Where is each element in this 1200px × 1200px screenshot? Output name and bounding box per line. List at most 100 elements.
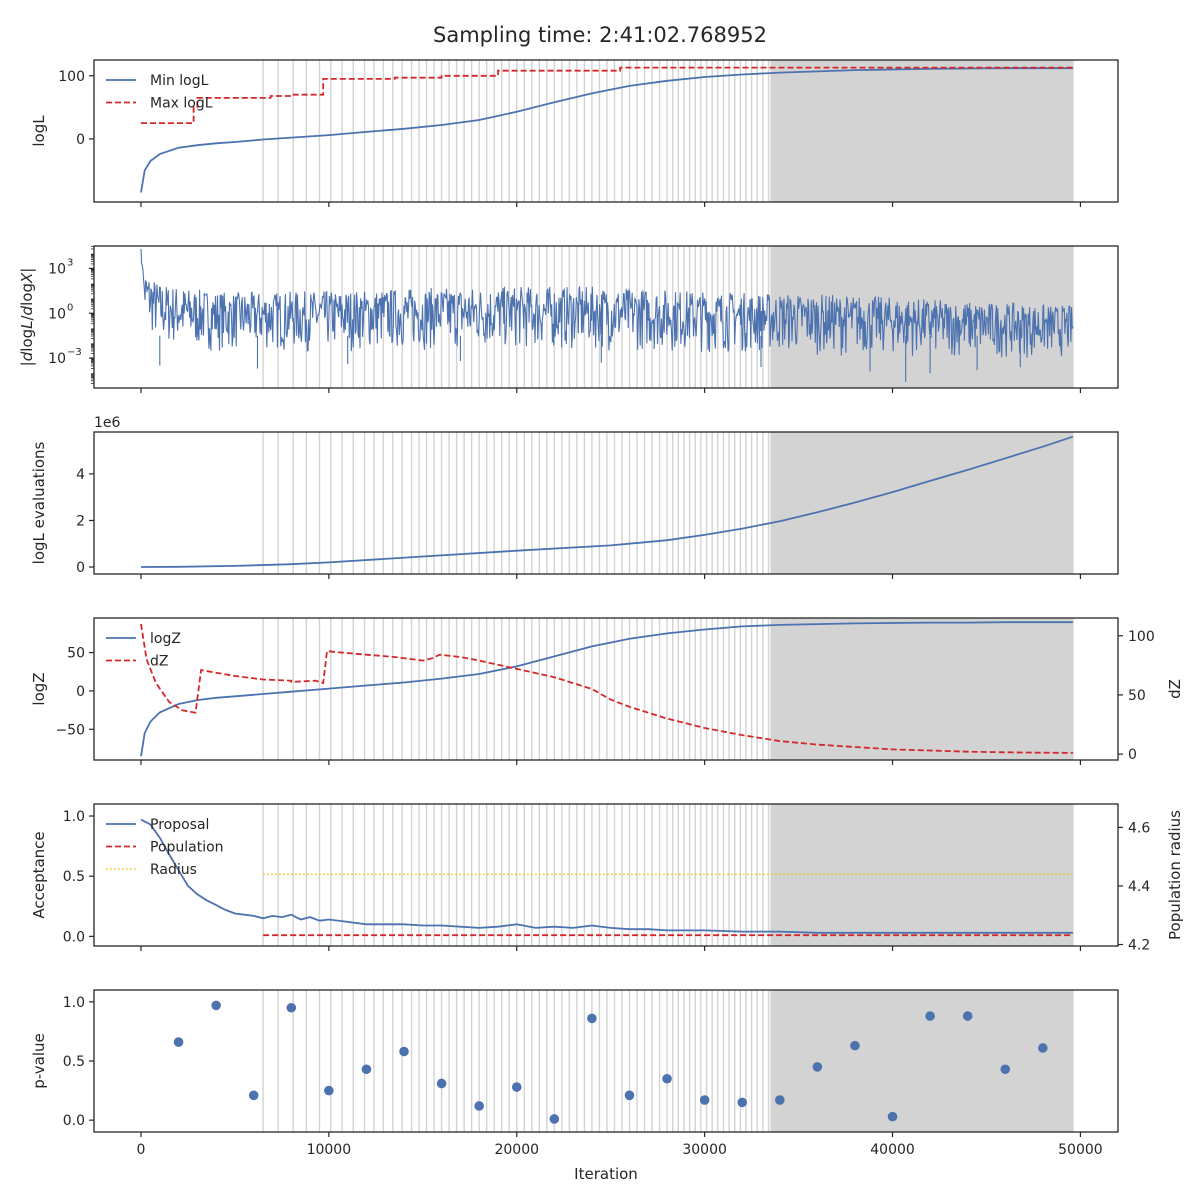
y-right-tick-label: 0: [1128, 747, 1137, 763]
scatter-point: [699, 1095, 710, 1105]
y-right-axis-label: dZ: [1166, 679, 1184, 699]
y-axis-label: logZ: [30, 672, 48, 705]
scatter-point: [850, 1040, 860, 1051]
panel-3: 0 2 4 logL evaluations 1e6: [30, 415, 1119, 579]
scatter-point: [399, 1046, 409, 1057]
scatter-point: [436, 1078, 447, 1089]
panel-6: 0 10000 20000 30000 40000 50000 0.0 0.5 1.0 p-val…: [30, 989, 1119, 1158]
x-tick-label: 10000: [307, 1142, 352, 1158]
axes-frame: [93, 59, 1119, 203]
scatter-point: [624, 1090, 635, 1101]
noise-series-line: [140, 248, 1074, 382]
legend-label: Proposal: [150, 817, 209, 833]
y-right-tick-label: 4.2: [1128, 938, 1150, 954]
x-tick-label: 50000: [1058, 1142, 1103, 1158]
y-tick-exponent: 3: [67, 257, 73, 268]
y-axis-label: |dlogL/dlogX|: [18, 268, 36, 367]
y-tick-label: 50: [67, 646, 85, 662]
y-tick-label: 0.5: [63, 1054, 85, 1070]
scatter-point: [812, 1062, 823, 1072]
plot-area: [140, 432, 1074, 574]
y-axis-label: logL: [30, 115, 48, 147]
series-line-2: [140, 623, 1073, 754]
scatter-point: [662, 1073, 672, 1084]
y-tick-label: 0.5: [63, 869, 85, 885]
y-tick-label: −50: [55, 722, 85, 738]
shaded-region: [770, 804, 1073, 946]
scatter-point: [962, 1011, 973, 1021]
y-tick-exponent: 0: [67, 302, 73, 313]
axes-frame: [93, 803, 1119, 947]
scatter-point: [1000, 1064, 1011, 1075]
y-tick-label: 0: [76, 560, 85, 576]
y-tick-label: 1.0: [63, 809, 85, 825]
series-line-2: [141, 66, 1073, 124]
y-tick-label: 1.0: [63, 995, 85, 1011]
y-tick-label: 10: [48, 351, 66, 367]
scatter-point: [887, 1111, 898, 1122]
plot-area: [140, 60, 1074, 202]
y-axis-label: Acceptance: [30, 831, 48, 918]
y-tick-label: 4: [76, 467, 85, 483]
scatter-point: [248, 1090, 259, 1101]
y-axis-label: p-value: [30, 1033, 48, 1089]
y-tick-label: 10: [48, 306, 66, 322]
y-right-tick-label: 50: [1128, 688, 1146, 704]
y-tick-label: 0: [76, 684, 85, 700]
axes-frame: [93, 617, 1119, 761]
scatter-point: [286, 1002, 297, 1013]
y-right-tick-label: 4.6: [1128, 820, 1150, 836]
scatter-point: [549, 1114, 560, 1124]
x-tick-label: 0: [137, 1142, 146, 1158]
series-line-1: [140, 67, 1073, 193]
shaded-region: [770, 618, 1073, 760]
series-line-1: [140, 818, 1073, 934]
scatter-point: [211, 1000, 221, 1011]
y-tick-label: 10: [48, 261, 66, 277]
figure-title: Sampling time: 2:41:02.768952: [433, 23, 767, 47]
x-axis-label: Iteration: [574, 1165, 638, 1183]
shaded-region: [770, 60, 1073, 202]
plot-area: [140, 618, 1074, 760]
y-tick-label: 0.0: [63, 1113, 85, 1129]
plot-area: [140, 804, 1074, 946]
y-tick-label: 100: [58, 69, 85, 85]
x-tick-label: 40000: [870, 1142, 915, 1158]
axes-frame: [93, 245, 1119, 389]
legend-label: logZ: [150, 631, 181, 647]
scatter-point: [173, 1037, 184, 1047]
legend-label: Population: [150, 840, 224, 856]
x-tick-label: 30000: [682, 1142, 727, 1158]
legend-label: Min logL: [150, 73, 209, 89]
scatter-point: [774, 1095, 785, 1105]
y-tick-label: 2: [76, 513, 85, 529]
y-tick-label: 0.0: [63, 929, 85, 945]
panel-5: 0.0 0.5 1.0 4.2 4.4 4.6 Acceptance Population r…: [30, 803, 1184, 954]
scatter-point: [587, 1013, 597, 1024]
axes-frame: [93, 431, 1119, 575]
series-line-1: [140, 435, 1074, 568]
offset-label: 1e6: [94, 415, 121, 431]
y-axis-label: logL evaluations: [30, 441, 48, 564]
scatter-point: [474, 1101, 484, 1111]
shaded-region: [770, 432, 1073, 574]
x-tick-label: 20000: [494, 1142, 539, 1158]
panel-2: 10 −310 010 3|dlogL/dlogX|: [18, 245, 1119, 393]
scatter-point: [1038, 1043, 1048, 1053]
y-tick-label: 0: [76, 132, 85, 148]
plot-area: [140, 246, 1074, 388]
legend-label: Max logL: [150, 96, 213, 112]
panel-1: 0 100 logL Min logL Max logL: [30, 59, 1119, 207]
scatter-point: [361, 1064, 372, 1075]
scatter-point: [324, 1085, 334, 1096]
legend-label: Radius: [150, 862, 197, 878]
y-right-axis-label: Population radius: [1166, 810, 1184, 940]
panel-4: −50 0 50 0 50 100 logZ dZ logZ dZ: [30, 617, 1184, 765]
scatter-point: [511, 1082, 522, 1092]
y-right-tick-label: 4.4: [1128, 879, 1150, 895]
legend-label: dZ: [150, 654, 168, 670]
plot-area: [173, 990, 1074, 1132]
y-right-tick-label: 100: [1128, 629, 1155, 645]
